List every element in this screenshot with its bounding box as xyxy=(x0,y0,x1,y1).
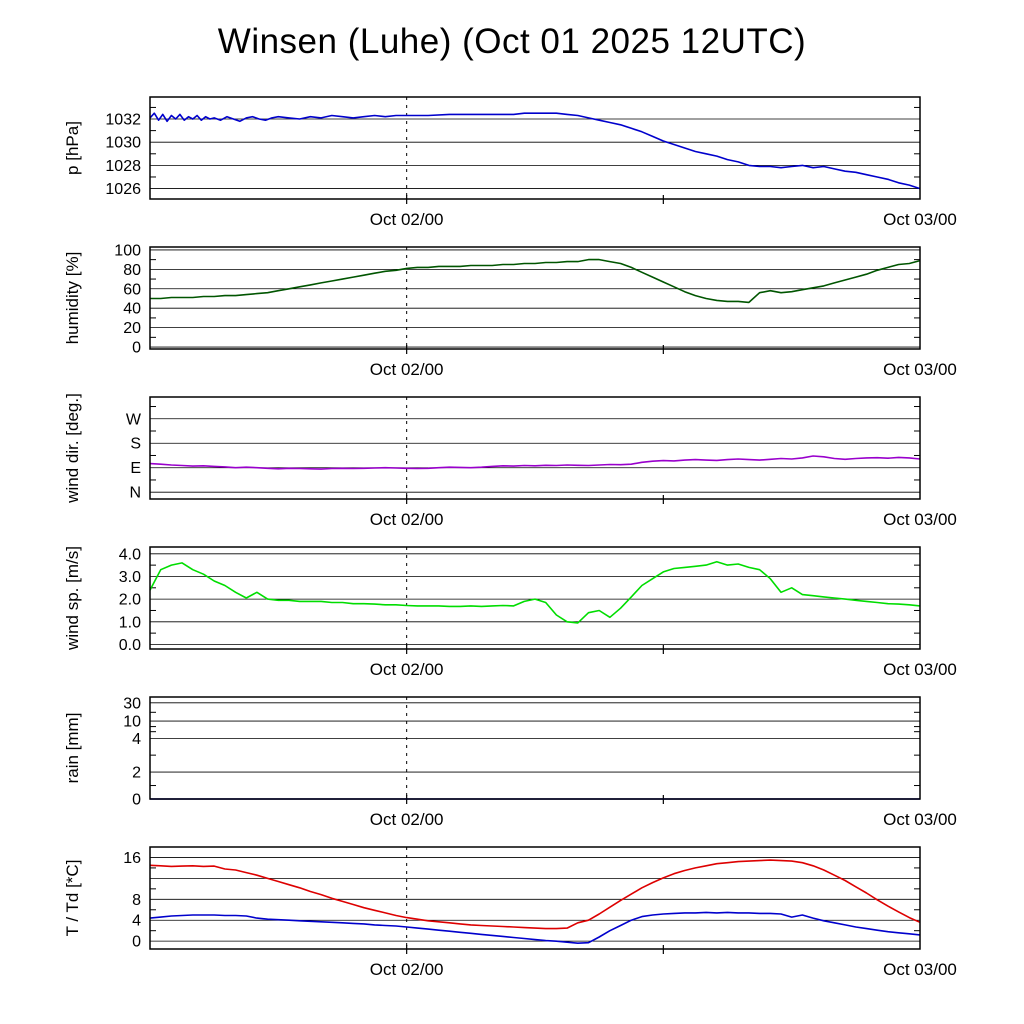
svg-text:Oct 03/00: Oct 03/00 xyxy=(883,360,957,379)
svg-text:0: 0 xyxy=(132,340,141,357)
svg-text:Oct 02/00: Oct 02/00 xyxy=(370,360,444,379)
svg-text:E: E xyxy=(130,460,141,477)
svg-text:100: 100 xyxy=(114,242,141,259)
rain-chart: 0 2 410 30 rain [mm] Oct 02/00 Oct 03/00 xyxy=(63,695,957,829)
panel-humidity: 0 20 40 60 80 100 humidity [%] Oct 02/00 Oct 03/… xyxy=(0,242,1024,392)
panel-temperature-dewpoint: 0 4 8 16 T / Td [*C] Oct 02/00 Oct 03/00 xyxy=(0,842,1024,992)
svg-text:rain [mm]: rain [mm] xyxy=(63,713,82,784)
panel-wind-speed: 0.0 1.0 2.0 3.0 4.0 wind sp. [m/s] Oct 02/00 Oc… xyxy=(0,542,1024,692)
svg-text:2: 2 xyxy=(132,765,141,782)
panel-rain: 0 2 4 10 30 rain [mm] Oct 02/00 Oct 03/00 xyxy=(0,692,1024,842)
svg-text:2.0: 2.0 xyxy=(119,592,141,609)
svg-text:Oct 02/00: Oct 02/00 xyxy=(370,810,444,829)
svg-text:N: N xyxy=(129,485,141,502)
svg-text:0.0: 0.0 xyxy=(119,637,141,654)
panel-pressure: 1026 1028 1030 1032 p [hPa] Oct 02/00 Oct 03/0… xyxy=(0,92,1024,242)
svg-text:humidity [%]: humidity [%] xyxy=(63,252,82,345)
svg-text:Oct 03/00: Oct 03/00 xyxy=(883,810,957,829)
svg-text:Oct 02/00: Oct 02/00 xyxy=(370,210,444,229)
svg-text:Oct 03/00: Oct 03/00 xyxy=(883,210,957,229)
panel-stack: 1026 1028 1030 1032 p [hPa] Oct 02/00 Oct 03/0… xyxy=(0,92,1024,992)
svg-text:Oct 02/00: Oct 02/00 xyxy=(370,960,444,979)
wind-speed-chart: 0.0 1.0 2.0 3.0 4.0 wind sp. [m/s] Oct 02/00 Oc… xyxy=(63,546,957,679)
svg-text:1026: 1026 xyxy=(105,181,141,198)
svg-text:10: 10 xyxy=(123,714,141,731)
svg-text:Oct 03/00: Oct 03/00 xyxy=(883,960,957,979)
svg-text:Oct 02/00: Oct 02/00 xyxy=(370,660,444,679)
svg-text:40: 40 xyxy=(123,301,141,318)
svg-text:wind sp. [m/s]: wind sp. [m/s] xyxy=(63,546,82,651)
svg-text:wind dir. [deg.]: wind dir. [deg.] xyxy=(63,393,82,504)
svg-text:S: S xyxy=(130,436,141,453)
svg-text:0: 0 xyxy=(132,934,141,951)
svg-text:T / Td [*C]: T / Td [*C] xyxy=(63,860,82,937)
svg-text:16: 16 xyxy=(123,850,141,867)
svg-text:4: 4 xyxy=(132,731,141,748)
svg-text:30: 30 xyxy=(123,695,141,712)
svg-text:W: W xyxy=(126,411,142,428)
svg-text:60: 60 xyxy=(123,281,141,298)
temperature-dewpoint-chart: 0 4 8 16 T / Td [*C] Oct 02/00 Oct 03/00 xyxy=(63,846,957,979)
svg-text:Oct 03/00: Oct 03/00 xyxy=(883,660,957,679)
svg-text:Oct 02/00: Oct 02/00 xyxy=(370,510,444,529)
svg-text:80: 80 xyxy=(123,262,141,279)
page-title: Winsen (Luhe) (Oct 01 2025 12UTC) xyxy=(217,22,807,61)
humidity-chart: 0 20 40 60 80 100 humidity [%] Oct 02/00 Oct 03/… xyxy=(63,242,957,379)
svg-text:1028: 1028 xyxy=(105,158,141,175)
svg-text:1030: 1030 xyxy=(105,135,141,152)
svg-text:20: 20 xyxy=(123,320,141,337)
svg-text:4.0: 4.0 xyxy=(119,546,141,563)
svg-text:8: 8 xyxy=(132,892,141,909)
svg-text:3.0: 3.0 xyxy=(119,569,141,586)
pressure-chart: 1026 1028 1030 1032 p [hPa] Oct 02/00 Oct 03/0… xyxy=(63,96,957,229)
svg-text:1032: 1032 xyxy=(105,112,141,129)
svg-text:p [hPa]: p [hPa] xyxy=(63,121,82,175)
svg-text:0: 0 xyxy=(132,792,141,809)
svg-text:4: 4 xyxy=(132,913,141,930)
svg-text:Oct 03/00: Oct 03/00 xyxy=(883,510,957,529)
svg-text:1.0: 1.0 xyxy=(119,614,141,631)
